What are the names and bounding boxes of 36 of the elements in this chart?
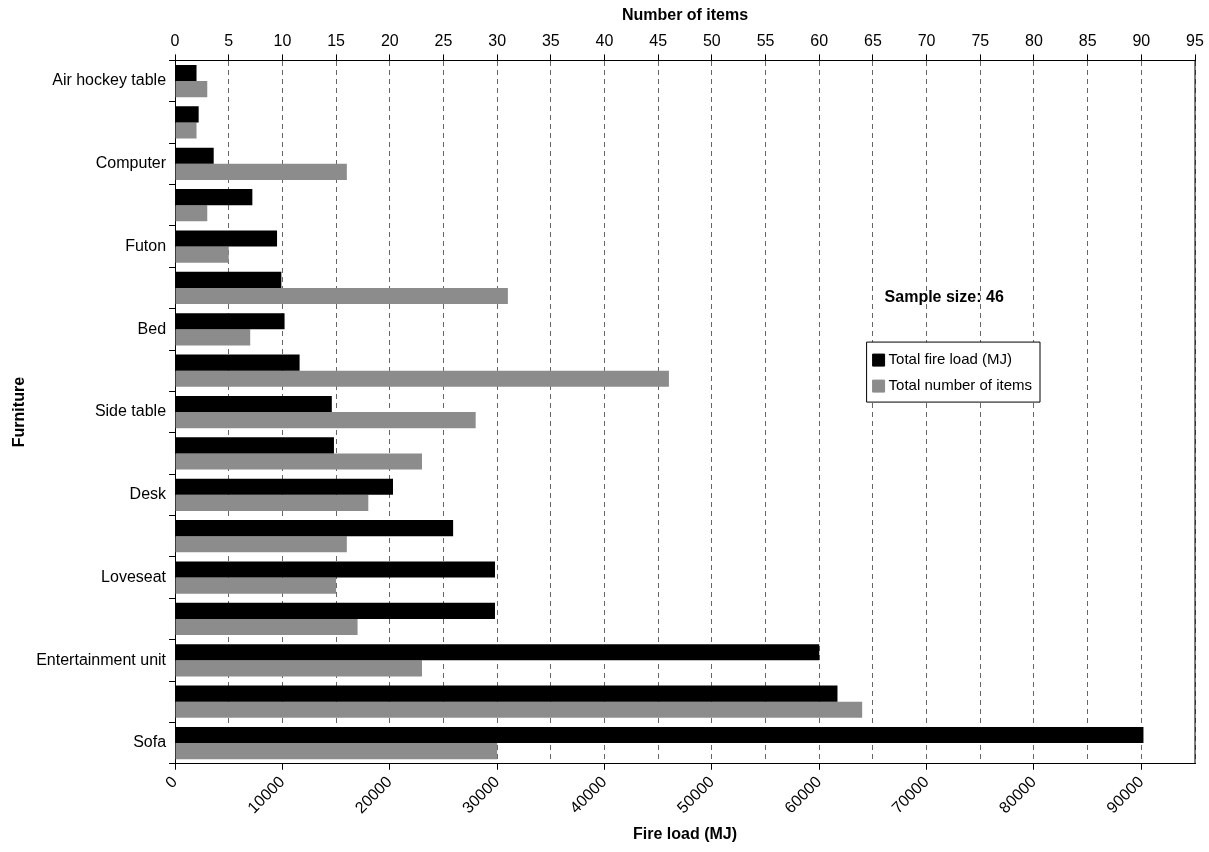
y-tick-label: Sofa xyxy=(133,733,167,751)
x2-tick-label: 95 xyxy=(1186,32,1204,50)
x-axis-title: Fire load (MJ) xyxy=(633,824,738,842)
annotation: Sample size: 46 xyxy=(884,288,1004,306)
x2-tick-label: 25 xyxy=(434,32,453,50)
x2-tick-label: 60 xyxy=(810,32,829,50)
x2-tick-label: 75 xyxy=(971,32,990,50)
legend-label: Total fire load (MJ) xyxy=(888,350,1012,368)
y-tick-label: Air hockey table xyxy=(52,71,167,89)
x2-tick-label: 55 xyxy=(756,32,775,50)
y-tick-label: Desk xyxy=(129,485,168,503)
x2-tick-label: 50 xyxy=(702,32,721,50)
x2-tick-label: 15 xyxy=(327,32,346,50)
x2-tick-label: 40 xyxy=(595,32,614,50)
x2-axis-title: Number of items xyxy=(621,6,749,24)
y-tick-label: Loveseat xyxy=(101,567,167,585)
y-tick-label: Side table xyxy=(94,402,167,420)
x2-tick-label: 20 xyxy=(380,32,399,50)
y-tick-label: Computer xyxy=(95,154,167,172)
x-tick-label: 0 xyxy=(161,772,181,792)
x2-tick-label: 85 xyxy=(1078,32,1097,50)
legend-label: Total number of items xyxy=(888,376,1033,394)
x2-tick-label: 30 xyxy=(488,32,507,50)
x2-tick-label: 10 xyxy=(273,32,292,50)
y-tick-label: Bed xyxy=(137,319,167,337)
y-tick-label: Entertainment unit xyxy=(36,650,167,668)
x2-tick-label: 65 xyxy=(864,32,882,50)
x2-tick-label: 80 xyxy=(1025,32,1043,50)
x2-tick-label: 45 xyxy=(649,32,668,50)
x2-tick-label: 90 xyxy=(1132,32,1151,50)
x2-tick-label: 5 xyxy=(224,32,234,50)
x2-tick-label: 35 xyxy=(541,32,560,50)
x2-tick-label: 70 xyxy=(917,32,936,50)
y-tick-label: Futon xyxy=(125,236,167,254)
y-axis-title: Furniture xyxy=(10,376,28,448)
x2-tick-label: 0 xyxy=(170,32,180,50)
